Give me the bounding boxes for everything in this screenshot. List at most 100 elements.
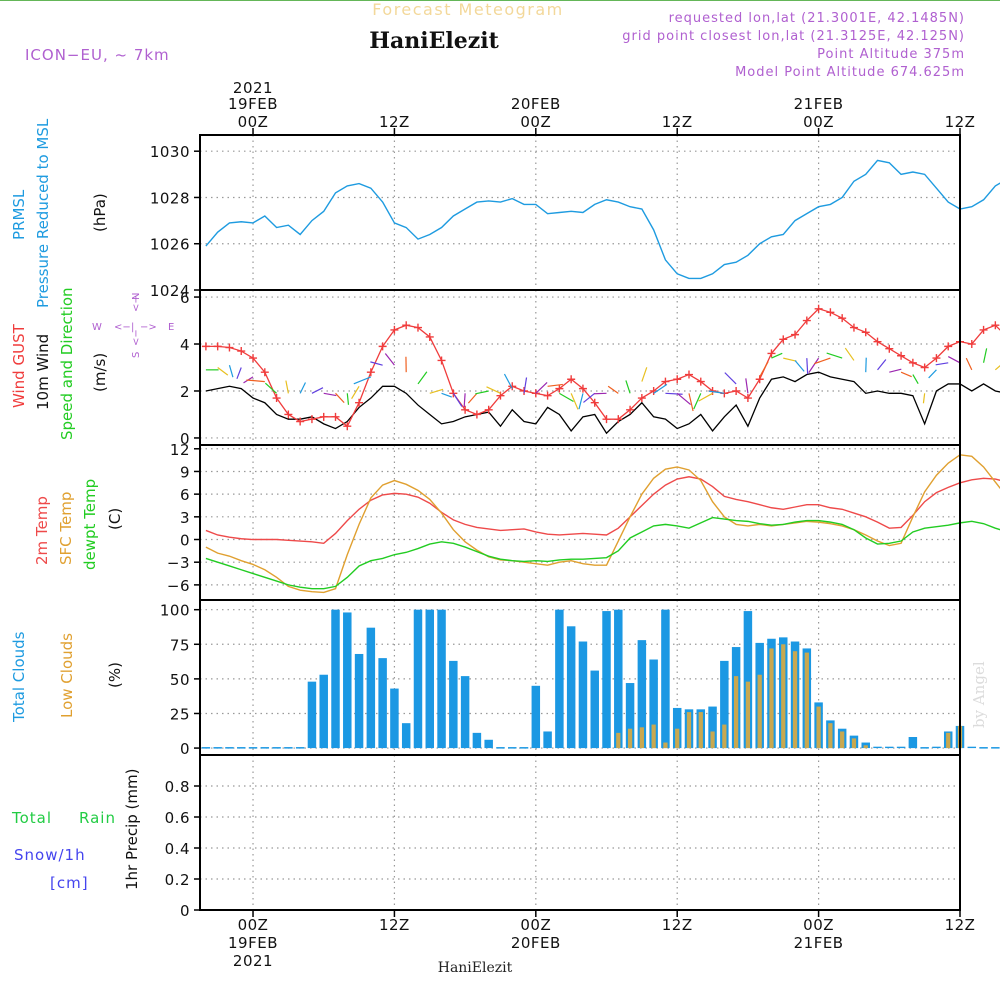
total-cloud-bar [272,747,281,749]
total-cloud-bar [590,670,599,749]
wind-arrow [228,364,234,378]
bottom-time-label: 19FEB [228,934,278,952]
low-cloud-bar [734,676,739,749]
top-time-label: 12Z [379,113,410,131]
compass-icon: W <− | −> E N <− <− S [92,293,174,358]
low-cloud-bar [710,731,715,749]
plot-layer: 10241026102810300246−6−30369120255075100… [0,0,1000,970]
wind-arrow [982,348,988,363]
bottom-time-label: 21FEB [794,934,844,952]
temp-unit: (C) [106,508,124,530]
wind-unit: (m/s) [91,353,109,392]
top-time-label: 00Z [803,113,834,131]
total-label: Total [11,809,52,827]
total-cloud-bar [625,683,635,749]
wind-ytick-label: 2 [180,383,190,401]
wind-arrow [806,358,809,375]
gust-marker [743,394,752,403]
low-cloud-bar [698,712,703,749]
wind-arrow [625,380,631,394]
cloud-ytick-label: 25 [170,705,190,723]
total-cloud-bar [743,611,753,749]
wind-arrow [653,383,668,394]
total-cloud-bar [260,747,270,749]
top-time-label: 21FEB [794,95,844,113]
gust-marker [908,358,917,367]
wind-label: 10m Wind [34,334,52,410]
gust-marker [614,415,623,424]
gust-marker [343,422,352,431]
gust-marker [508,382,517,391]
gust-marker [637,394,646,403]
wind-arrow [264,382,277,394]
low-cloud-bar [946,732,951,749]
low-cloud-bar [686,712,692,749]
gust-marker [355,398,364,407]
temp-ytick-label: 6 [180,486,190,504]
wind-arrow [503,373,513,389]
wind-arrow [794,360,805,372]
temp-ytick-label: 0 [180,532,190,550]
wind-arrow [299,382,306,394]
wind-ytick-label: 6 [180,289,190,307]
top-time-label: 12Z [662,113,693,131]
total-cloud-bar [319,674,328,749]
gust-marker [932,354,941,363]
bottom-time-label: 2021 [233,952,273,970]
temp-frame [199,444,961,601]
low-cloud-bar [816,706,821,749]
gust-marker [213,342,222,351]
svg-text:<−: <− [131,295,142,312]
total-cloud-bar [566,626,576,749]
total-cloud-bar [908,737,918,749]
total-cloud-bar [602,611,611,749]
wind-arrow [523,377,528,394]
pressure-panel: 1024 1026 1028 1030 [150,134,1000,300]
cloud-ytick-label: 100 [160,602,190,620]
wind-arrow [935,362,949,366]
svg-text:<−: <− [114,322,131,333]
wind-arrow [353,376,372,385]
wind-arrow [346,393,350,405]
total-cloud-bar [991,747,1000,749]
wind-arrow [889,368,902,373]
total-cloud-bar [555,609,564,749]
low-cloud-bar [792,651,798,749]
low-cloud-bar [639,727,644,749]
gust-line [205,308,1000,428]
total-cloud-bar [508,747,517,749]
gust-marker [732,386,741,395]
gust-marker [555,384,564,393]
gust-marker [201,342,210,351]
gust-marker [567,375,576,384]
gust-marker [237,347,246,356]
wind-arrow [335,392,345,404]
svg-text:W: W [92,322,102,333]
total-cloud-bar [496,747,505,749]
total-cloud-bar [449,660,458,749]
low-cloud-bar [828,723,833,749]
gust-marker [991,321,1000,330]
total-cloud-bar [366,627,376,749]
gust-marker [260,368,269,377]
precip-unit: 1hr Precip (mm) [123,769,141,890]
gust-marker [461,405,470,414]
wind-arrow [745,378,749,394]
total-cloud-bar [213,747,222,749]
total-cloud-bar [307,681,317,749]
pressure-ytick-label: 1028 [150,189,190,207]
wind-arrow [441,392,452,398]
gust-marker [826,308,835,317]
wind-arrow [559,392,574,403]
wind-arrow [246,379,265,383]
chart-title: Forecast Meteogram [372,0,563,19]
temp-ytick-label: −6 [167,577,190,595]
total-cloud-bar [225,747,234,749]
gust-marker [578,384,587,393]
wind-arrow [486,386,501,394]
wind-arrow [844,347,855,361]
gust-marker [661,377,670,386]
gust-marker [885,344,894,353]
svg-text:S: S [131,352,142,358]
